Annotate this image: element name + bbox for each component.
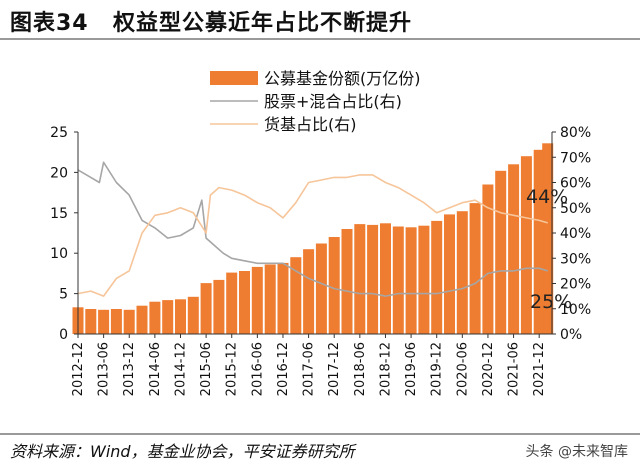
legend-label: 公募基金份额(万亿份) bbox=[264, 69, 421, 88]
x-tick-label: 2017-06 bbox=[302, 342, 317, 396]
x-tick-label: 2021-12 bbox=[532, 342, 547, 396]
bar-2017-12 bbox=[328, 237, 340, 334]
bar-2015-06 bbox=[200, 283, 212, 334]
bar-2020-06 bbox=[456, 211, 468, 334]
left-tick-label: 20 bbox=[50, 165, 68, 181]
x-tick-label: 2013-12 bbox=[122, 342, 137, 396]
right-tick-label: 40% bbox=[560, 226, 591, 242]
bar-2013-06 bbox=[98, 309, 110, 334]
x-tick-label: 2014-06 bbox=[148, 342, 163, 396]
x-tick-label: 2019-12 bbox=[430, 342, 445, 396]
legend: 公募基金份额(万亿份) 股票+混合占比(右) 货基占比(右) bbox=[210, 69, 421, 134]
footer-divider bbox=[0, 433, 640, 435]
bar-2019-12 bbox=[431, 220, 443, 334]
right-tick-label: 20% bbox=[560, 277, 591, 293]
left-tick-label: 15 bbox=[50, 206, 68, 222]
line-series bbox=[77, 161, 548, 297]
x-tick-label: 2015-06 bbox=[199, 342, 214, 396]
bar-2016-12 bbox=[277, 262, 289, 334]
bar-2021-09 bbox=[520, 156, 532, 334]
bar-2014-09 bbox=[162, 300, 174, 334]
bar-2015-09 bbox=[213, 279, 225, 334]
equity-mixed-share-line bbox=[77, 161, 548, 297]
left-tick-label: 5 bbox=[59, 287, 68, 303]
right-tick-label: 80% bbox=[560, 125, 591, 141]
bar-2017-06 bbox=[303, 249, 315, 334]
x-tick-label: 2018-12 bbox=[379, 342, 394, 396]
x-tick-label: 2017-12 bbox=[327, 342, 342, 396]
right-tick-label: 70% bbox=[560, 150, 591, 166]
x-tick-label: 2018-06 bbox=[353, 342, 368, 396]
x-tick-label: 2019-06 bbox=[404, 342, 419, 396]
figure-number: 图表34 bbox=[10, 11, 89, 36]
bar-2019-09 bbox=[418, 225, 430, 334]
bar-2017-03 bbox=[290, 257, 302, 334]
annotation-label: 25% bbox=[530, 291, 572, 313]
bar-2014-06 bbox=[149, 301, 161, 334]
bar-2016-09 bbox=[264, 264, 276, 334]
bar-2017-09 bbox=[315, 243, 327, 334]
source-note: 资料来源：Wind，基金业协会，平安证券研究所 bbox=[10, 442, 355, 461]
bar-2015-03 bbox=[187, 296, 199, 334]
figure-title: 权益型公募近年占比不断提升 bbox=[113, 11, 413, 36]
bar-2021-06 bbox=[508, 164, 520, 334]
bar-2015-12 bbox=[226, 272, 238, 334]
bar-2018-03 bbox=[341, 229, 353, 334]
legend-label: 股票+混合占比(右) bbox=[264, 92, 402, 111]
left-tick-label: 0 bbox=[59, 327, 68, 343]
bar-2013-09 bbox=[110, 309, 122, 334]
bar-2018-09 bbox=[367, 224, 379, 334]
x-tick-label: 2015-12 bbox=[225, 342, 240, 396]
right-tick-label: 10% bbox=[560, 302, 591, 318]
x-tick-label: 2012-12 bbox=[71, 342, 86, 396]
left-tick-label: 10 bbox=[50, 246, 68, 262]
bar-2020-09 bbox=[469, 203, 481, 334]
x-tick-label: 2016-12 bbox=[276, 342, 291, 396]
left-tick-label: 25 bbox=[50, 125, 68, 141]
chart: 0 5 10 15 20 25 0% 10% 20% 30% 40% 50% 60% 70% 80% 2012… bbox=[50, 69, 591, 396]
bar-2014-12 bbox=[175, 299, 186, 334]
bar-2014-03 bbox=[136, 305, 148, 334]
bar-2016-06 bbox=[251, 266, 263, 334]
x-tick-label: 2013-06 bbox=[97, 342, 112, 396]
annotation-label: 44% bbox=[526, 186, 568, 208]
bar-2016-03 bbox=[239, 271, 250, 334]
x-tick-label: 2016-06 bbox=[250, 342, 265, 396]
right-tick-label: 0% bbox=[560, 327, 582, 343]
x-tick-label: 2021-06 bbox=[507, 342, 522, 396]
x-tick-label: 2014-12 bbox=[174, 342, 189, 396]
bar-2013-03 bbox=[85, 309, 97, 334]
bar-2013-12 bbox=[123, 309, 135, 334]
bar-2020-03 bbox=[444, 214, 455, 334]
bar-2019-03 bbox=[392, 226, 404, 334]
bar-2021-12 bbox=[533, 149, 545, 334]
right-tick-label: 30% bbox=[560, 251, 591, 267]
annotations: 44% 25% bbox=[526, 186, 572, 313]
x-tick-label: 2020-06 bbox=[455, 342, 470, 396]
axes: 0 5 10 15 20 25 0% 10% 20% 30% 40% 50% 60% 70% 80% 2012… bbox=[50, 125, 591, 396]
legend-swatch-bar bbox=[210, 71, 258, 85]
bar-series bbox=[72, 143, 554, 334]
watermark: 头条 @未来智库 bbox=[525, 444, 628, 460]
bar-2021-03 bbox=[495, 170, 507, 334]
bar-2018-06 bbox=[354, 224, 366, 334]
bar-2018-12 bbox=[380, 223, 391, 334]
right-tick-label: 60% bbox=[560, 176, 591, 192]
bar-2020-12 bbox=[482, 184, 494, 334]
legend-label: 货基占比(右) bbox=[264, 115, 357, 134]
right-tick-label: 50% bbox=[560, 201, 591, 217]
x-tick-label: 2020-12 bbox=[481, 342, 496, 396]
bar-2019-06 bbox=[405, 227, 417, 334]
bar-2022-02 bbox=[542, 143, 554, 334]
header: 图表34 权益型公募近年占比不断提升 bbox=[0, 0, 640, 40]
money-market-share-line bbox=[77, 174, 548, 297]
